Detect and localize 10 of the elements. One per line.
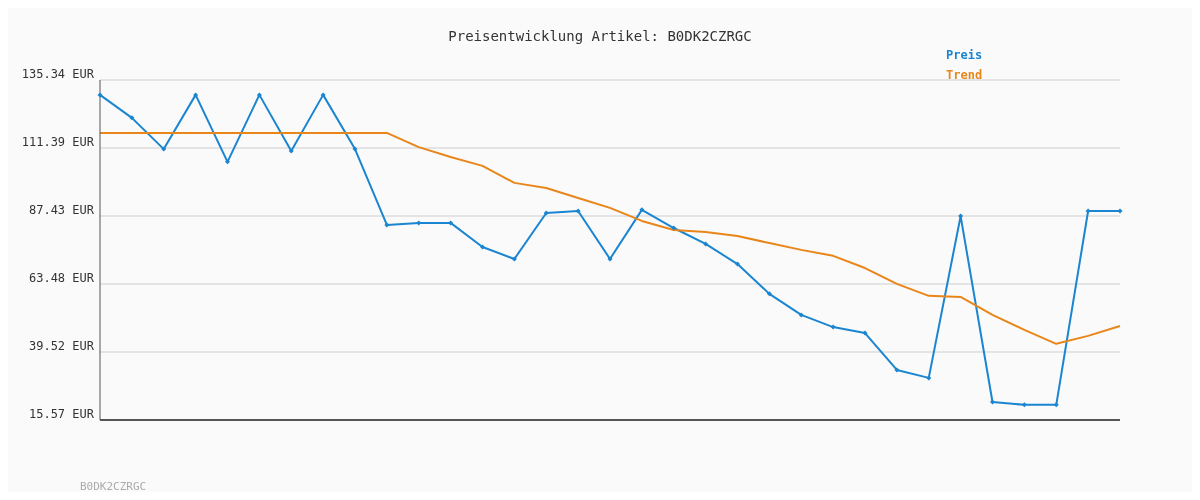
- y-tick-label: 111.39 EUR: [21, 135, 95, 150]
- y-tick-label: 15.57 EUR: [28, 407, 95, 422]
- text: B0DK2CZRGC: [80, 480, 147, 493]
- y-tick-label: 87.43 EUR: [28, 203, 95, 218]
- y-tick-label: 63.48 EUR: [28, 271, 95, 286]
- y-tick-label: 39.52 EUR: [28, 339, 95, 354]
- text: Preis: [946, 48, 983, 62]
- text: Trend: [946, 68, 983, 82]
- y-tick-label: 135.34 EUR: [21, 67, 95, 82]
- chart-title: Preisentwicklung Artikel: B0DK2CZRGC: [447, 28, 753, 44]
